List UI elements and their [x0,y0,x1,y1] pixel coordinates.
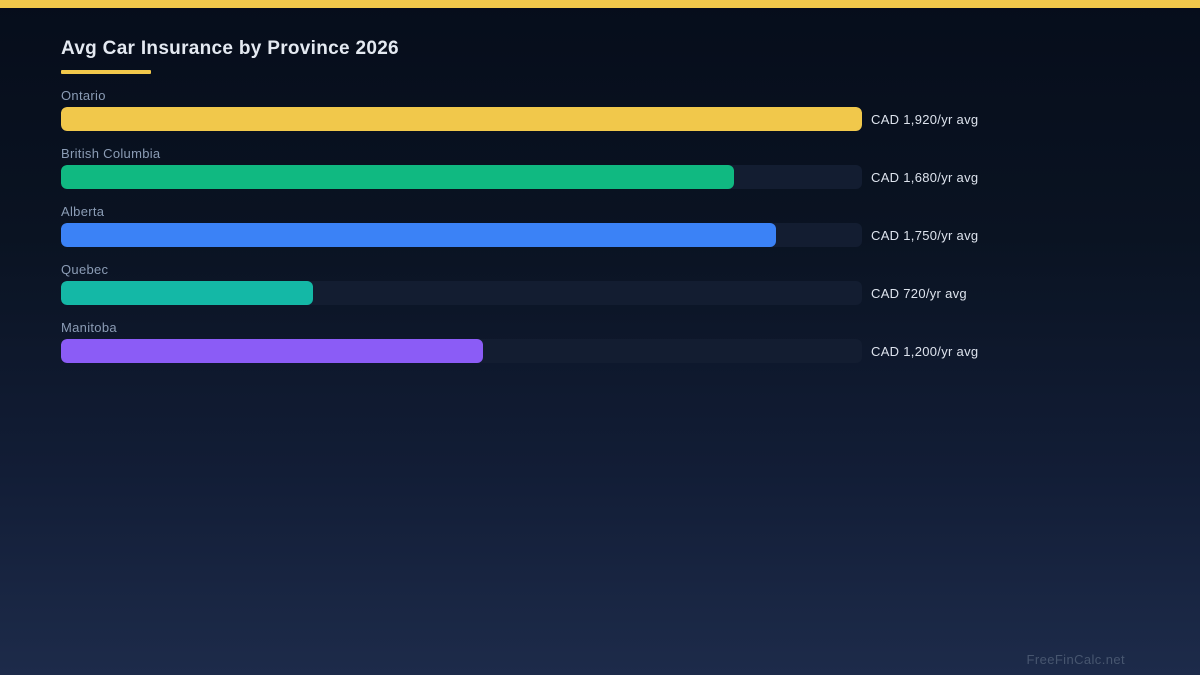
bar-fill [61,281,313,305]
chart-title: Avg Car Insurance by Province 2026 [61,38,399,59]
bar-value-label: CAD 1,680/yr avg [871,169,979,185]
title-underline [61,70,151,74]
bar-chart: Ontario CAD 1,920/yr avg British Columbi… [61,89,1200,363]
bar-category-label: British Columbia [61,146,161,161]
bar-row: British Columbia CAD 1,680/yr avg [61,147,1200,189]
bar-row: Ontario CAD 1,920/yr avg [61,89,1200,131]
watermark: FreeFinCalc.net [1026,652,1125,667]
chart-header: Avg Car Insurance by Province 2026 [61,38,1200,74]
bar-category-label: Ontario [61,88,106,103]
bar-value-label: CAD 1,920/yr avg [871,111,979,127]
bar-value-label: CAD 1,200/yr avg [871,343,979,359]
bar-row: Manitoba CAD 1,200/yr avg [61,321,1200,363]
bar-track [61,281,862,305]
bar-row: Alberta CAD 1,750/yr avg [61,205,1200,247]
bar-category-label: Quebec [61,262,109,277]
bar-track [61,165,862,189]
bar-category-label: Manitoba [61,320,117,335]
bar-row: Quebec CAD 720/yr avg [61,263,1200,305]
bar-track [61,223,862,247]
bar-track [61,339,862,363]
bar-fill [61,107,862,131]
bar-value-label: CAD 720/yr avg [871,285,967,301]
top-accent-bar [0,0,1200,8]
bar-category-label: Alberta [61,204,105,219]
bar-track [61,107,862,131]
bar-fill [61,339,484,363]
bar-value-label: CAD 1,750/yr avg [871,227,979,243]
bar-fill [61,165,734,189]
bar-fill [61,223,777,247]
